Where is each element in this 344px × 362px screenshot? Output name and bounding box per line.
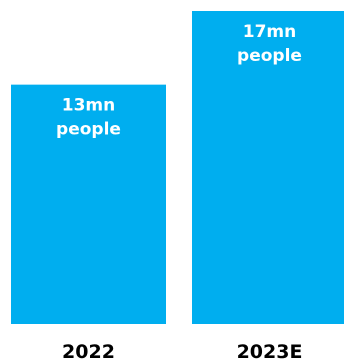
bar-labels-group: 13mn people 17mn people bbox=[56, 22, 302, 140]
category-label-2022: 2022 bbox=[62, 341, 115, 362]
bar-data-label-2022-line2: people bbox=[56, 120, 121, 140]
bar-2023E bbox=[192, 11, 344, 324]
bars-group bbox=[11, 11, 344, 324]
category-label-2023E: 2023E bbox=[237, 341, 303, 362]
category-labels-group: 2022 2023E bbox=[62, 341, 302, 362]
bar-2022 bbox=[11, 84, 166, 324]
bar-data-label-2023E-line2: people bbox=[237, 46, 302, 66]
bar-data-label-2022-line1: 13mn bbox=[62, 96, 115, 116]
bar-data-label-2023E-line1: 17mn bbox=[243, 22, 296, 42]
